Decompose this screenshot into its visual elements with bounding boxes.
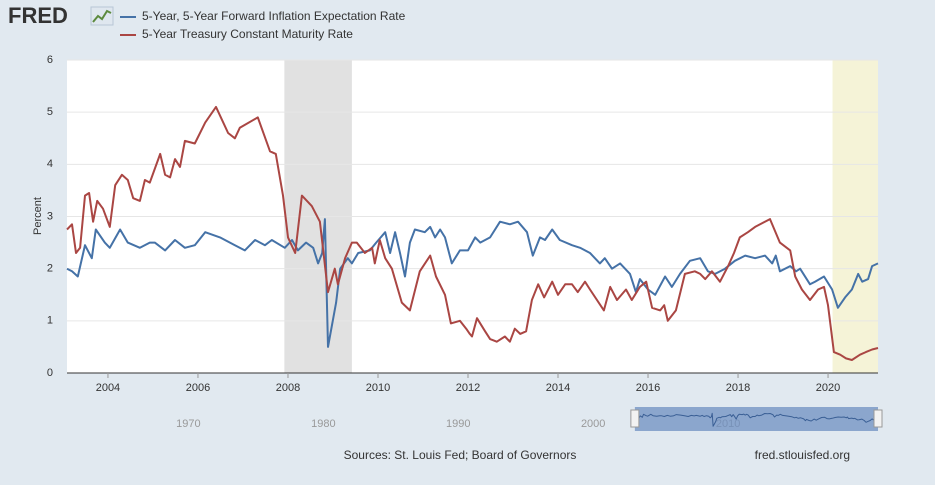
navigator-handle[interactable] [873, 409, 883, 428]
y-tick-label: 1 [47, 315, 53, 327]
navigator-tick-label: 1980 [311, 418, 335, 430]
y-axis-label: Percent [32, 197, 44, 235]
x-tick-label: 2016 [636, 382, 660, 394]
brand-icon [90, 6, 114, 26]
y-tick-label: 6 [47, 54, 53, 66]
x-tick-label: 2014 [546, 382, 570, 394]
series-line [66, 105, 879, 361]
y-tick-label: 5 [47, 106, 53, 118]
site-link[interactable]: fred.stlouisfed.org [755, 448, 850, 462]
y-tick-label: 4 [47, 158, 53, 170]
navigator-tick-label: 1990 [446, 418, 470, 430]
y-tick-label: 2 [47, 263, 53, 275]
x-tick-label: 2012 [456, 382, 480, 394]
navigator-selection [634, 407, 878, 431]
x-tick-label: 2006 [186, 382, 210, 394]
source: Sources: St. Louis Fed; Board of Governo… [344, 448, 577, 462]
x-tick-label: 2008 [276, 382, 300, 394]
brand[interactable]: FRED [8, 3, 68, 28]
navigator-line [634, 412, 879, 427]
x-tick-label: 2020 [816, 382, 840, 394]
x-tick-label: 2004 [96, 382, 120, 394]
series-line [66, 218, 879, 348]
grid-layer [67, 59, 878, 374]
navigator-tick-label: 2000 [581, 418, 605, 430]
x-tick-label: 2010 [366, 382, 390, 394]
legend-label: 5-Year Treasury Constant Maturity Rate [142, 27, 353, 41]
y-tick-label: 3 [47, 210, 53, 222]
x-tick-label: 2018 [726, 382, 750, 394]
legend-label: 5-Year, 5-Year Forward Inflation Expecta… [142, 9, 406, 23]
navigator-handle[interactable] [630, 409, 640, 428]
lines-layer [66, 105, 879, 361]
navigator-tick-label: 1970 [176, 418, 200, 430]
y-tick-label: 0 [47, 367, 53, 379]
